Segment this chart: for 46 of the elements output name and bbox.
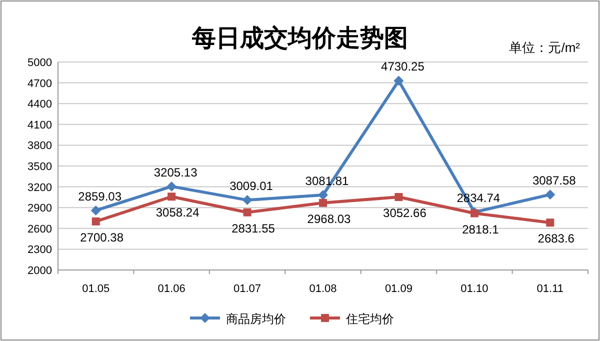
point xyxy=(243,208,252,216)
legend-label: 住宅均价 xyxy=(345,312,394,326)
y-tick-label: 4400 xyxy=(28,98,52,111)
x-tick-label: 01.09 xyxy=(384,283,412,295)
data-label: 2683.6 xyxy=(538,232,575,246)
legend-label: 商品房均价 xyxy=(226,312,286,326)
data-label: 3058.24 xyxy=(156,206,200,220)
y-tick-label: 2300 xyxy=(28,244,52,256)
x-tick-label: 01.10 xyxy=(460,283,488,295)
data-label: 4730.25 xyxy=(381,60,425,74)
point xyxy=(394,76,404,86)
y-tick-label: 2000 xyxy=(28,265,52,277)
x-tick-label: 01.08 xyxy=(309,283,337,295)
point xyxy=(545,190,556,200)
y-tick-label: 2900 xyxy=(28,202,52,215)
data-label: 2831.55 xyxy=(232,221,276,236)
y-tick-label: 3800 xyxy=(28,140,52,152)
x-tick-label: 01.07 xyxy=(234,283,262,295)
data-label: 3052.66 xyxy=(383,206,427,220)
y-tick-label: 4100 xyxy=(28,119,52,132)
y-tick-label: 5000 xyxy=(28,57,52,69)
x-tick-label: 01.05 xyxy=(82,283,110,295)
point xyxy=(319,198,327,207)
data-label: 2818.1 xyxy=(462,222,500,236)
y-tick-label: 2600 xyxy=(28,223,52,236)
point xyxy=(546,218,554,227)
y-tick-label: 4700 xyxy=(28,78,52,90)
point xyxy=(394,193,403,202)
chart-title: 每日成交均价走势图 xyxy=(191,25,408,52)
y-tick-label: 3500 xyxy=(28,161,52,173)
point xyxy=(242,195,252,206)
text: 单位：元/m² xyxy=(509,40,581,55)
data-label: 3087.58 xyxy=(532,174,576,188)
point xyxy=(90,205,101,216)
point xyxy=(168,192,176,201)
point xyxy=(166,181,177,192)
data-label: 3205.13 xyxy=(154,165,198,180)
data-label: 2859.03 xyxy=(78,189,122,204)
x-tick-label: 01.06 xyxy=(158,283,186,295)
y-tick-label: 3200 xyxy=(28,182,52,194)
point xyxy=(92,217,100,226)
data-label: 3009.01 xyxy=(230,179,274,194)
data-label: 2968.03 xyxy=(307,212,352,226)
x-tick-label: 01.11 xyxy=(536,283,564,295)
point xyxy=(318,190,328,200)
data-label: 2700.38 xyxy=(80,230,124,244)
